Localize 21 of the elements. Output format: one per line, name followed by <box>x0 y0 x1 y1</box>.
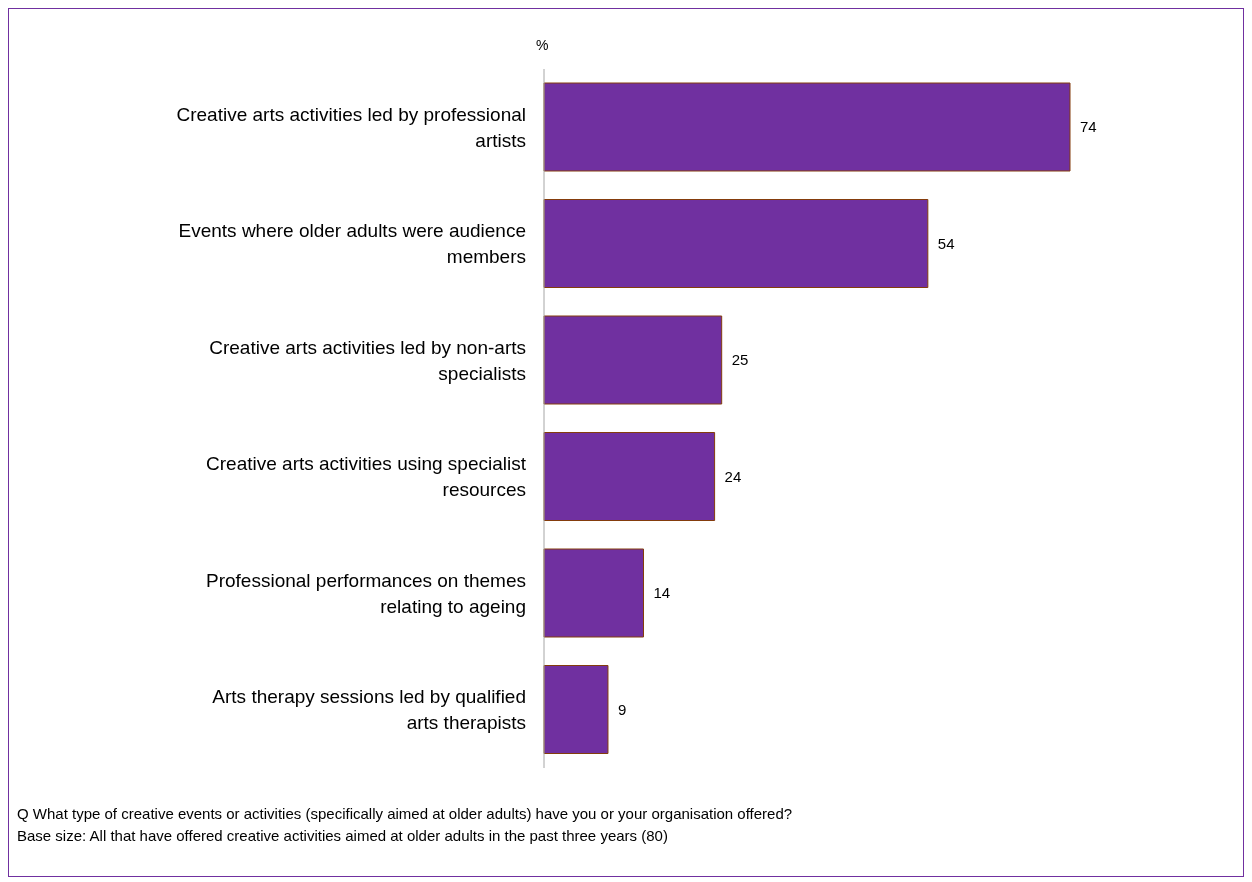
data-label: 25 <box>731 351 749 369</box>
data-label: 9 <box>617 700 627 718</box>
y-tick-label: Professional performances on themes relating to ageing <box>206 569 526 617</box>
data-label: 54 <box>937 234 955 252</box>
data-label: 24 <box>724 467 742 485</box>
bar <box>543 432 716 521</box>
text: Base size: All that have offered creative activities aimed at older adults in the past three years (80) <box>17 826 669 846</box>
y-tick-label: Arts therapy sessions led by qualified arts therapists <box>212 686 526 734</box>
bar <box>543 665 609 754</box>
data-label: 74 <box>1080 118 1097 136</box>
y-tick-label: Creative arts activities using specialist resources <box>206 453 527 501</box>
bar <box>543 82 1071 172</box>
bar <box>543 199 929 288</box>
y-tick-label: Events where older adults were audience members <box>178 220 526 268</box>
bar <box>543 548 645 638</box>
bar <box>543 315 723 405</box>
y-tick-label: Creative arts activities led by non-arts specialists <box>209 336 526 384</box>
y-axis-title: % <box>536 37 549 53</box>
y-tick-label: Creative arts activities led by professional artists <box>176 103 526 151</box>
text: Q What type of creative events or activities (specifically aimed at older adults) have you or your organisation offered? <box>17 804 793 824</box>
data-label: 14 <box>653 584 671 602</box>
